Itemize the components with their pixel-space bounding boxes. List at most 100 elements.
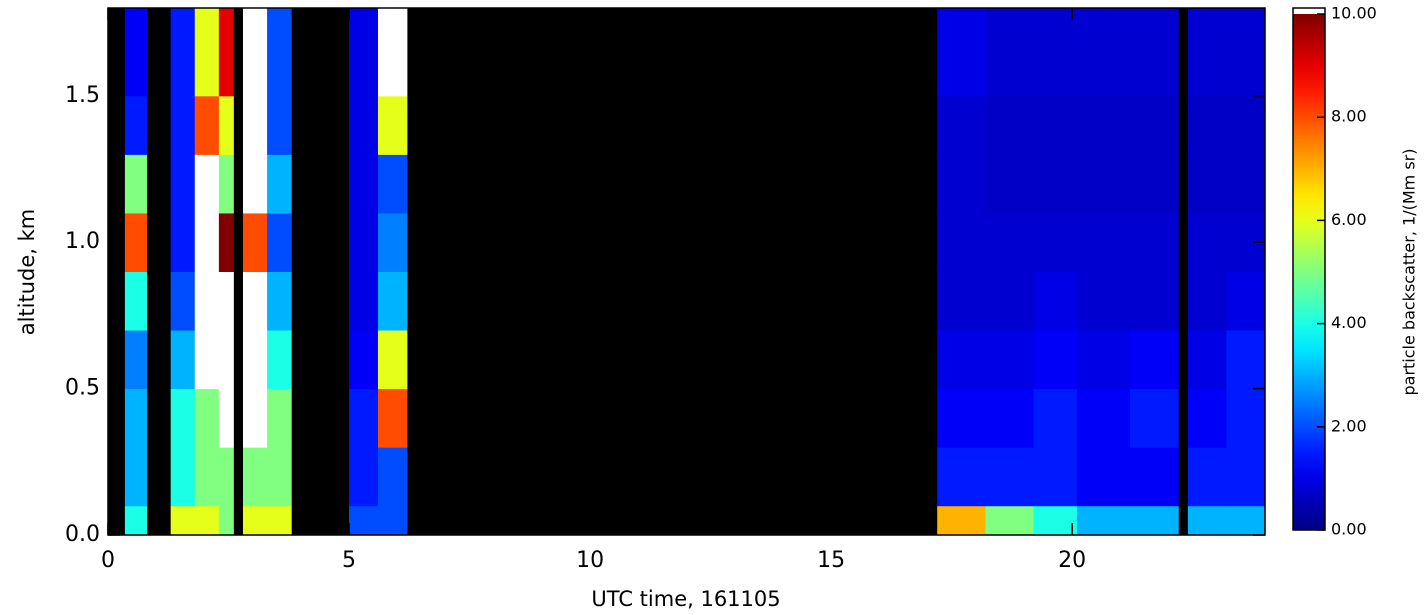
heatmap-cell — [1130, 271, 1179, 331]
heatmap-cell — [194, 271, 220, 331]
heatmap-cell — [1226, 154, 1266, 214]
heatmap-cell — [1076, 95, 1131, 155]
heatmap-cell — [1130, 154, 1179, 214]
heatmap-cell — [1076, 154, 1131, 214]
heatmap-cell — [242, 154, 268, 214]
heatmap-cell — [1033, 95, 1078, 155]
heatmap-cell — [1033, 330, 1078, 390]
heatmap-cell — [1130, 505, 1179, 536]
heatmap-cell — [218, 8, 234, 97]
heatmap-cell — [170, 330, 196, 390]
heatmap-cell — [985, 271, 1035, 331]
heatmap-cell — [1076, 388, 1131, 448]
heatmap-cell — [377, 271, 408, 331]
heatmap-cell — [1187, 8, 1227, 97]
heatmap-cell — [1187, 271, 1227, 331]
heatmap-cell — [1226, 388, 1266, 448]
heatmap-cell — [124, 330, 148, 390]
heatmap-cell — [349, 271, 379, 331]
heatmap-cell — [937, 212, 986, 272]
heatmap-cell — [124, 271, 148, 331]
heatmap-cell — [377, 330, 408, 390]
heatmap-cell — [937, 330, 986, 390]
heatmap-cell — [1226, 330, 1266, 390]
y-tick-label: 1.0 — [65, 229, 100, 254]
heatmap-cell — [1076, 212, 1131, 272]
heatmap-cell — [124, 154, 148, 214]
heatmap-cell — [1130, 388, 1179, 448]
heatmap-cell — [349, 505, 379, 536]
y-axis-label: altitude, km — [15, 209, 39, 336]
heatmap-cell — [242, 212, 268, 272]
heatmap-cell — [170, 447, 196, 507]
heatmap-cell — [985, 447, 1035, 507]
heatmap-cell — [194, 330, 220, 390]
heatmap-cell — [1130, 447, 1179, 507]
heatmap-cell — [267, 447, 292, 507]
heatmap-cell — [218, 330, 234, 390]
x-axis-label: UTC time, 161105 — [591, 587, 780, 611]
heatmap-cell — [1076, 8, 1131, 97]
heatmap-cell — [218, 447, 234, 507]
heatmap-cell — [349, 154, 379, 214]
heatmap-cell — [1033, 8, 1078, 97]
heatmap-cell — [985, 505, 1035, 536]
colorbar-label: particle backscatter, 1/(Mm sr) — [1400, 149, 1419, 396]
heatmap-cell — [985, 95, 1035, 155]
heatmap-cell — [267, 8, 292, 97]
heatmap-cell — [937, 95, 986, 155]
x-tick-label: 5 — [342, 548, 356, 573]
colorbar-tick-label: 8.00 — [1331, 107, 1367, 126]
colorbar-tick-label: 0.00 — [1331, 520, 1367, 539]
colorbar-tick-label: 6.00 — [1331, 210, 1367, 229]
heatmap-cell — [1033, 154, 1078, 214]
y-tick-label: 0.0 — [65, 522, 100, 547]
heatmap-cell — [349, 388, 379, 448]
heatmap-cell — [218, 212, 234, 272]
heatmap-cell — [1187, 212, 1227, 272]
heatmap-cell — [985, 388, 1035, 448]
heatmap-cell — [170, 8, 196, 97]
heatmap-cell — [242, 388, 268, 448]
heatmap-cell — [377, 95, 408, 155]
heatmap-cell — [170, 505, 196, 536]
heatmap-cell — [170, 212, 196, 272]
x-tick-label: 15 — [817, 548, 845, 573]
heatmap-cell — [1187, 95, 1227, 155]
heatmap-cell — [349, 212, 379, 272]
heatmap-cell — [937, 154, 986, 214]
colorbar-tick-label: 10.00 — [1331, 4, 1377, 23]
heatmap-cell — [1033, 212, 1078, 272]
plot-frame — [107, 7, 1266, 536]
heatmap-cell — [1226, 447, 1266, 507]
heatmap-cell — [218, 271, 234, 331]
heatmap-cell — [218, 388, 234, 448]
heatmap-cell — [1033, 505, 1078, 536]
heatmap-cell — [242, 271, 268, 331]
heatmap-cell — [937, 505, 986, 536]
heatmap-cell — [377, 505, 408, 536]
heatmap-cell — [349, 447, 379, 507]
heatmap-cell — [1187, 330, 1227, 390]
heatmap-cell — [194, 388, 220, 448]
heatmap-cell — [242, 447, 268, 507]
heatmap-cell — [1033, 447, 1078, 507]
heatmap-cell — [1076, 505, 1131, 536]
colorbar-tick-label: 2.00 — [1331, 416, 1367, 435]
heatmap-cell — [218, 154, 234, 214]
heatmap-cell — [1130, 95, 1179, 155]
heatmap-cell — [124, 8, 148, 97]
heatmap-cell — [985, 8, 1035, 97]
y-tick-label: 1.5 — [65, 83, 100, 108]
heatmap-cell — [242, 8, 268, 97]
heatmap-cell — [1033, 271, 1078, 331]
heatmap-cell — [218, 505, 234, 536]
heatmap-cell — [377, 8, 408, 97]
heatmap-cell — [170, 154, 196, 214]
heatmap-cell — [1076, 447, 1131, 507]
heatmap-cell — [377, 154, 408, 214]
heatmap-cell — [1226, 8, 1266, 97]
heatmap-cell — [267, 212, 292, 272]
heatmap-cell — [242, 95, 268, 155]
